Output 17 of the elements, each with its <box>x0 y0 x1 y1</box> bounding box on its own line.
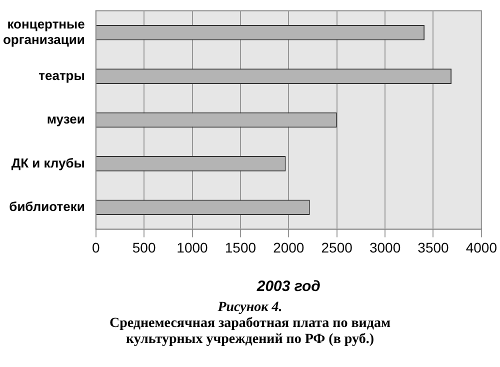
x-tick-label: 3500 <box>418 239 450 256</box>
y-tick-label: библиотеки <box>9 198 85 214</box>
x-tick-label: 1000 <box>176 239 208 256</box>
x-tick-label: 500 <box>132 239 156 256</box>
y-tick-label: музеи <box>46 112 85 127</box>
text: Среднемесячная заработная плата по видам культурных учреждений по РФ (в руб.) <box>108 316 392 348</box>
x-tick-label: 1500 <box>224 239 256 256</box>
x-axis-title: 2003 год <box>256 278 320 296</box>
text: Рисунок 4. <box>216 300 284 316</box>
y-tick-label: концертные организации <box>2 16 85 48</box>
x-tick-label: 2000 <box>273 239 304 256</box>
x-tick-label: 2500 <box>321 239 353 256</box>
y-tick-label: театры <box>38 68 85 83</box>
x-tick-label: 4000 <box>466 239 498 256</box>
x-tick-label: 0 <box>92 239 100 256</box>
x-tick-label: 3000 <box>369 239 401 256</box>
y-tick-label: ДК и клубы <box>11 155 85 170</box>
